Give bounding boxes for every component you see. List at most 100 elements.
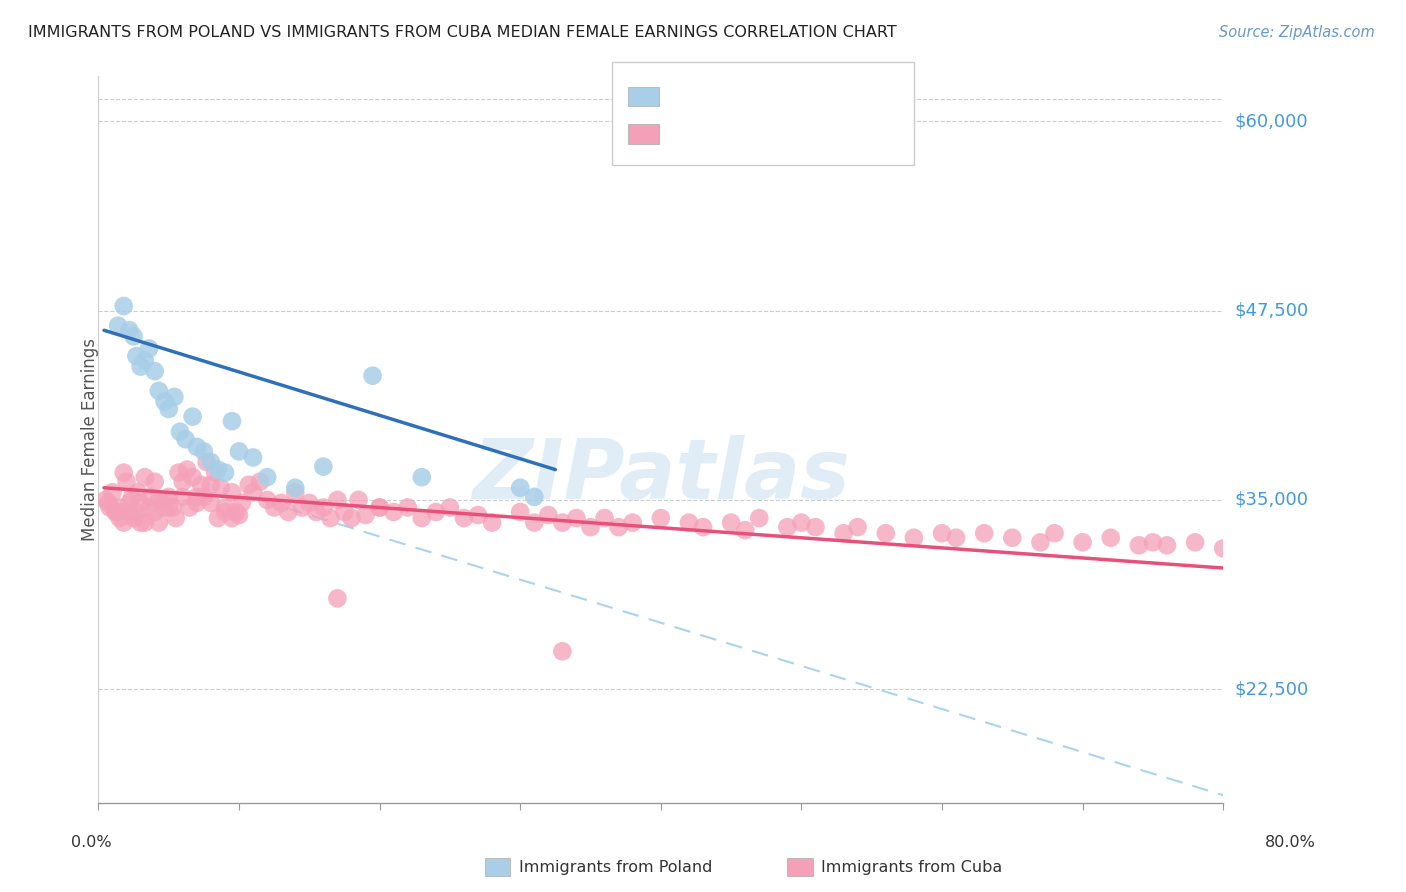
Point xyxy=(650,511,672,525)
Point xyxy=(228,508,250,522)
Point xyxy=(148,516,170,530)
Point xyxy=(678,516,700,530)
Point xyxy=(200,455,222,469)
Point xyxy=(361,368,384,383)
Point xyxy=(298,496,321,510)
Point xyxy=(118,323,141,337)
Point xyxy=(326,492,349,507)
Point xyxy=(167,466,190,480)
Text: 80.0%: 80.0% xyxy=(1265,836,1316,850)
Text: 121: 121 xyxy=(810,125,846,143)
Point xyxy=(1184,535,1206,549)
Point xyxy=(875,526,897,541)
Point xyxy=(453,511,475,525)
Text: N =: N = xyxy=(773,87,813,105)
Point xyxy=(242,450,264,465)
Point xyxy=(172,490,194,504)
Point xyxy=(551,644,574,658)
Point xyxy=(125,349,148,363)
Point xyxy=(179,500,201,515)
Point xyxy=(734,523,756,537)
Point xyxy=(225,505,247,519)
Point xyxy=(467,508,489,522)
Point xyxy=(312,459,335,474)
Point xyxy=(523,516,546,530)
Point xyxy=(368,500,391,515)
Point xyxy=(108,500,131,515)
Point xyxy=(551,516,574,530)
Point xyxy=(129,359,152,374)
Point xyxy=(174,432,197,446)
Point xyxy=(134,516,156,530)
Point xyxy=(214,466,236,480)
Point xyxy=(181,470,204,484)
Point xyxy=(186,496,208,510)
Point xyxy=(214,500,236,515)
Point xyxy=(1142,535,1164,549)
Point xyxy=(312,500,335,515)
Point xyxy=(256,470,278,484)
Point xyxy=(157,500,180,515)
Point xyxy=(1128,538,1150,552)
Point xyxy=(231,496,253,510)
Text: 0.0%: 0.0% xyxy=(72,836,111,850)
Text: $35,000: $35,000 xyxy=(1234,491,1309,509)
Point xyxy=(200,477,222,491)
Point xyxy=(107,318,129,333)
Point xyxy=(221,414,243,428)
Point xyxy=(319,511,342,525)
Point xyxy=(172,475,194,489)
Point xyxy=(593,511,616,525)
Point xyxy=(207,511,229,525)
Point xyxy=(439,500,461,515)
Point xyxy=(333,505,356,519)
Point xyxy=(157,490,180,504)
Point xyxy=(190,477,212,491)
Text: R =: R = xyxy=(671,87,709,105)
Point xyxy=(607,520,630,534)
Point xyxy=(134,353,156,368)
Point xyxy=(1043,526,1066,541)
Point xyxy=(157,402,180,417)
Point xyxy=(1071,535,1094,549)
Point xyxy=(112,299,135,313)
Point xyxy=(148,492,170,507)
Point xyxy=(105,505,128,519)
Point xyxy=(153,492,176,507)
Point xyxy=(790,516,813,530)
Text: Source: ZipAtlas.com: Source: ZipAtlas.com xyxy=(1219,25,1375,40)
Point xyxy=(214,505,236,519)
Point xyxy=(122,329,145,343)
Point xyxy=(621,516,644,530)
Point xyxy=(138,342,160,356)
Point xyxy=(1099,531,1122,545)
Point xyxy=(832,526,855,541)
Point xyxy=(121,490,143,504)
Point xyxy=(125,505,148,519)
Point xyxy=(509,481,531,495)
Text: ZIPatlas: ZIPatlas xyxy=(472,435,849,516)
Point xyxy=(326,591,349,606)
Point xyxy=(134,470,156,484)
Point xyxy=(195,455,218,469)
Point xyxy=(270,496,292,510)
Point xyxy=(127,485,149,500)
Point xyxy=(176,462,198,476)
Text: -0.310: -0.310 xyxy=(707,125,769,143)
Point xyxy=(186,440,208,454)
Text: Immigrants from Poland: Immigrants from Poland xyxy=(519,860,713,874)
Point xyxy=(139,490,162,504)
Point xyxy=(122,511,145,525)
Text: $60,000: $60,000 xyxy=(1234,112,1308,130)
Point xyxy=(1001,531,1024,545)
Text: N =: N = xyxy=(773,125,813,143)
Point xyxy=(256,492,278,507)
Point xyxy=(143,505,166,519)
Point xyxy=(382,505,405,519)
Point xyxy=(115,475,138,489)
Point xyxy=(1029,535,1052,549)
Point xyxy=(354,508,377,522)
Point xyxy=(368,500,391,515)
Point xyxy=(1156,538,1178,552)
Point xyxy=(340,511,363,525)
